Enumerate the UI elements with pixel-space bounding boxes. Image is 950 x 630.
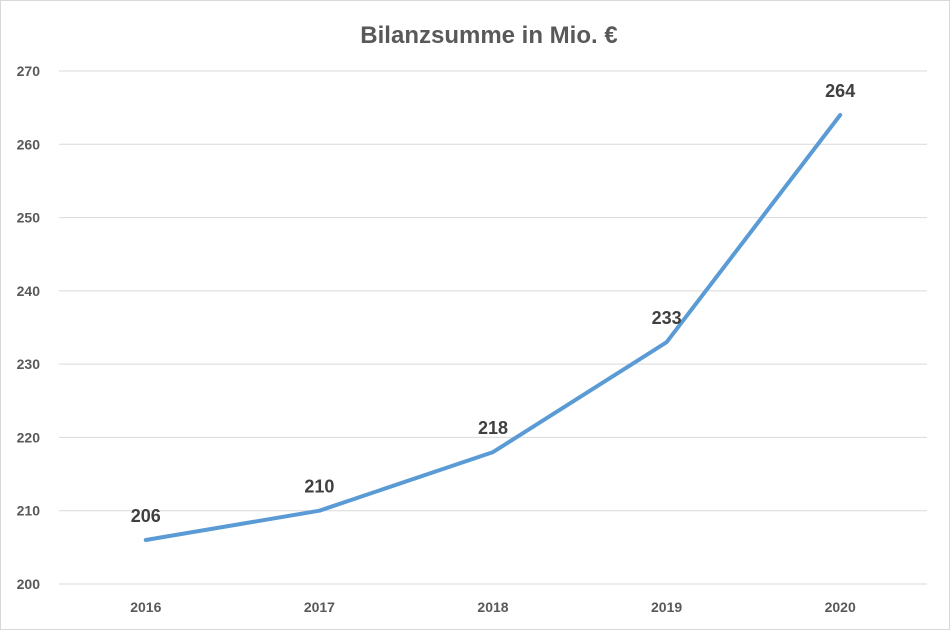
x-tick-label: 2020	[825, 599, 856, 615]
series-layer	[143, 113, 843, 542]
data-label: 206	[131, 506, 161, 526]
y-tick-label: 230	[17, 356, 41, 372]
y-tick-label: 200	[17, 576, 41, 592]
data-label: 233	[652, 308, 682, 328]
y-tick-label: 240	[17, 283, 41, 299]
y-tick-label: 260	[17, 136, 41, 152]
chart-title: Bilanzsumme in Mio. €	[360, 22, 617, 49]
data-label: 210	[304, 477, 334, 497]
series-line	[143, 113, 843, 542]
data-label: 218	[478, 418, 508, 438]
y-tick-label: 220	[17, 429, 41, 445]
x-tick-label: 2018	[477, 599, 508, 615]
data-label: 264	[825, 81, 855, 101]
y-tick-label: 250	[17, 210, 41, 226]
x-tick-label: 2019	[651, 599, 682, 615]
axes: 200 210 220 230 240 250 260 270 2016 2017 2018 2019…	[17, 63, 856, 615]
y-tick-label: 210	[17, 503, 41, 519]
gridlines	[59, 70, 927, 585]
y-tick-label: 270	[17, 63, 41, 79]
data-labels: 206 210 218 233 264	[131, 81, 855, 526]
x-tick-label: 2017	[304, 599, 335, 615]
x-tick-label: 2016	[130, 599, 161, 615]
